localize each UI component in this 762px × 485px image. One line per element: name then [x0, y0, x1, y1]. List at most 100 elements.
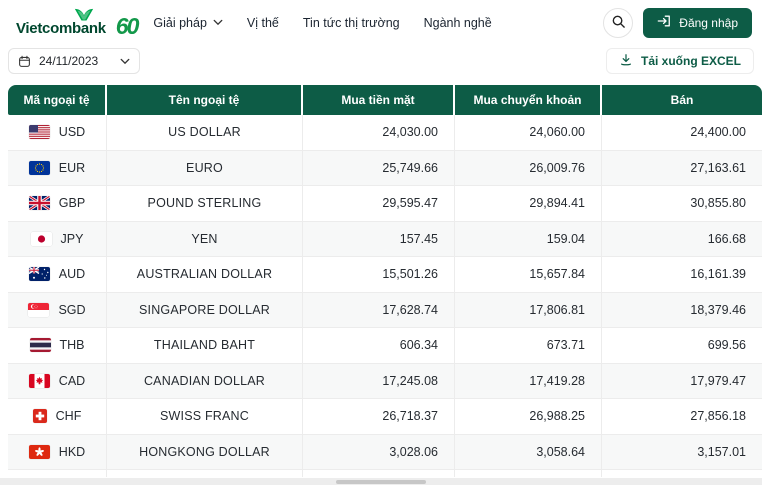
table-body: USD US DOLLAR 24,030.00 24,060.00 24,400.00 E… [8, 115, 762, 470]
buy-transfer-value: 24,060.00 [455, 115, 602, 151]
sell-value: 16,161.39 [602, 257, 762, 293]
table-row: EUR EURO 25,749.66 26,009.76 27,163.61 [8, 150, 762, 186]
flag-chf-icon [32, 409, 47, 424]
buy-transfer-value: 17,806.81 [455, 292, 602, 328]
buy-transfer-value: 15,657.84 [455, 257, 602, 293]
currency-code: USD [58, 125, 86, 140]
currency-name: THAILAND BAHT [107, 328, 303, 364]
buy-cash-value: 17,245.08 [303, 363, 455, 399]
buy-cash-value: 24,030.00 [303, 115, 455, 151]
sell-value: 18,379.46 [602, 292, 762, 328]
flag-eur-icon [28, 160, 50, 175]
sell-value: 166.68 [602, 221, 762, 257]
vietcombank-wordmark: Vietcombank [16, 19, 106, 37]
currency-code: SGD [58, 302, 86, 317]
currency-name: AUSTRALIAN DOLLAR [107, 257, 303, 293]
currency-code-cell: AUD [8, 257, 107, 293]
flag-jpy-icon [30, 231, 52, 246]
nav-item-vi-the[interactable]: Vị thế [247, 16, 279, 30]
buy-cash-value: 29,595.47 [303, 186, 455, 222]
currency-code: EUR [58, 160, 86, 175]
chevron-down-icon [213, 19, 223, 26]
currency-code: THB [59, 338, 85, 353]
buy-cash-value: 17,628.74 [303, 292, 455, 328]
flag-cad-icon [28, 373, 50, 388]
sell-value: 27,856.18 [602, 399, 762, 435]
flag-sgd-icon [28, 302, 50, 317]
table-row: SGD SINGAPORE DOLLAR 17,628.74 17,806.81 18,… [8, 292, 762, 328]
currency-code-cell: SGD [8, 292, 107, 328]
toolbar: 24/11/2023 Tải xuống EXCEL [0, 45, 762, 85]
sell-value: 699.56 [602, 328, 762, 364]
nav-item-label: Ngành nghề [423, 15, 492, 30]
horizontal-scrollbar[interactable] [0, 478, 762, 485]
column-header-4: Bán [602, 85, 762, 115]
flag-usd-icon [28, 125, 50, 140]
login-label: Đăng nhập [679, 15, 738, 30]
nav-item-giai-phap[interactable]: Giải pháp [153, 16, 223, 30]
download-icon [619, 53, 633, 70]
buy-transfer-value: 673.71 [455, 328, 602, 364]
column-header-1: Tên ngoại tệ [107, 85, 303, 115]
sell-value: 24,400.00 [602, 115, 762, 151]
currency-code-cell: CHF [8, 399, 107, 435]
currency-code-cell: USD [8, 115, 107, 151]
currency-code: CHF [55, 409, 82, 424]
buy-cash-value: 157.45 [303, 221, 455, 257]
sell-value: 30,855.80 [602, 186, 762, 222]
scrollbar-thumb[interactable] [336, 479, 426, 484]
flag-thb-icon [29, 338, 51, 353]
table-row: HKD HONGKONG DOLLAR 3,028.06 3,058.64 3,157.… [8, 434, 762, 470]
buy-cash-value: 26,718.37 [303, 399, 455, 435]
search-button[interactable] [603, 7, 634, 38]
download-excel-button[interactable]: Tải xuống EXCEL [605, 48, 754, 74]
buy-cash-value: 606.34 [303, 328, 455, 364]
currency-name: US DOLLAR [107, 115, 303, 151]
currency-name: YEN [107, 221, 303, 257]
exchange-rate-table: Mã ngoại tệ Tên ngoại tệ Mua tiền mặt Mua c… [8, 85, 762, 477]
flag-hkd-icon [28, 444, 50, 459]
sell-value: 27,163.61 [602, 150, 762, 186]
nav-item-label: Vị thế [246, 15, 279, 30]
buy-cash-value: 25,749.66 [303, 150, 455, 186]
buy-cash-value: 3,028.06 [303, 434, 455, 470]
vietcombank-leaf-icon [74, 8, 94, 21]
table-row: JPY YEN 157.45 159.04 166.68 [8, 221, 762, 257]
currency-name: HONGKONG DOLLAR [107, 434, 303, 470]
currency-code: HKD [58, 444, 86, 459]
brand[interactable]: Vietcombank 60 [16, 8, 139, 38]
table-row: THB THAILAND BAHT 606.34 673.71 699.56 [8, 328, 762, 364]
currency-name: EURO [107, 150, 303, 186]
date-value: 24/11/2023 [39, 54, 99, 68]
buy-transfer-value: 29,894.41 [455, 186, 602, 222]
currency-name: SWISS FRANC [107, 399, 303, 435]
nav-item-nganh-nghe[interactable]: Ngành nghề [424, 16, 492, 30]
currency-code: GBP [58, 196, 86, 211]
download-label: Tải xuống EXCEL [640, 54, 741, 68]
nav-item-label: Tin tức thị trường [302, 15, 400, 30]
login-button[interactable]: Đăng nhập [643, 7, 752, 38]
currency-code: CAD [58, 373, 86, 388]
sell-value: 17,979.47 [602, 363, 762, 399]
column-header-3: Mua chuyển khoản [455, 85, 602, 115]
buy-transfer-value: 26,009.76 [455, 150, 602, 186]
login-icon [657, 14, 671, 31]
date-picker[interactable]: 24/11/2023 [8, 48, 140, 74]
buy-transfer-value: 17,419.28 [455, 363, 602, 399]
currency-code: JPY [60, 231, 84, 246]
flag-aud-icon [28, 267, 50, 282]
table-row: USD US DOLLAR 24,030.00 24,060.00 24,400.00 [8, 115, 762, 151]
buy-transfer-value: 159.04 [455, 221, 602, 257]
currency-name: SINGAPORE DOLLAR [107, 292, 303, 328]
currency-code-cell: THB [8, 328, 107, 364]
table-header: Mã ngoại tệ Tên ngoại tệ Mua tiền mặt Mua c… [8, 85, 762, 115]
table-bottom-edge [8, 470, 762, 477]
table-row: GBP POUND STERLING 29,595.47 29,894.41 30,85… [8, 186, 762, 222]
nav-item-tin-tuc-thi-truong[interactable]: Tin tức thị trường [303, 16, 400, 30]
buy-cash-value: 15,501.26 [303, 257, 455, 293]
sell-value: 3,157.01 [602, 434, 762, 470]
calendar-icon [18, 55, 31, 68]
search-icon [611, 14, 626, 32]
table-row: CHF SWISS FRANC 26,718.37 26,988.25 27,856.1… [8, 399, 762, 435]
currency-code-cell: JPY [8, 221, 107, 257]
